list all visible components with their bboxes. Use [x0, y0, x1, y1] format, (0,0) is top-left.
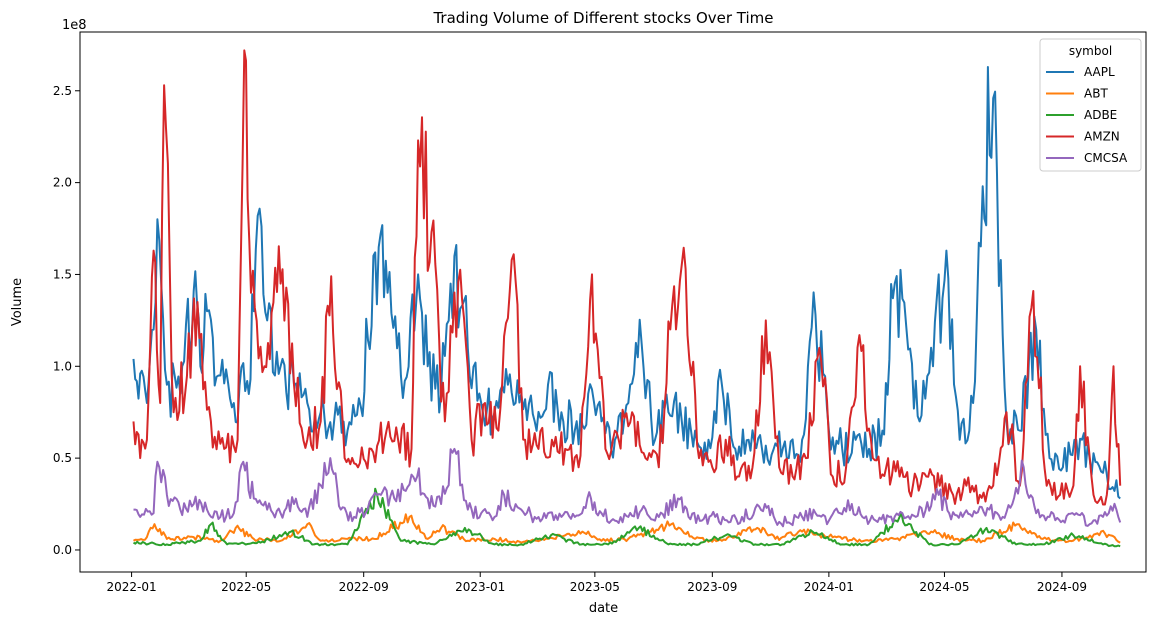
y-tick-label: 2.5 — [53, 84, 72, 98]
legend-title: symbol — [1069, 44, 1112, 58]
series-line-cmcsa — [133, 447, 1122, 528]
series-line-amzn — [132, 49, 1122, 506]
x-tick-label: 2023-05 — [570, 580, 620, 594]
y-tick-label: 1.5 — [53, 267, 72, 281]
legend-label-aapl: AAPL — [1084, 65, 1115, 79]
x-tick-label: 2023-01 — [455, 580, 505, 594]
x-tick-label: 2024-09 — [1037, 580, 1087, 594]
y-tick-label: 0.0 — [53, 543, 72, 557]
legend-label-cmcsa: CMCSA — [1084, 151, 1128, 165]
x-tick-label: 2022-09 — [339, 580, 389, 594]
y-tick-label: 0.5 — [53, 451, 72, 465]
legend-label-amzn: AMZN — [1084, 130, 1120, 144]
x-axis-label: date — [589, 601, 618, 616]
x-tick-label: 2022-05 — [221, 580, 271, 594]
series-line-adbe — [132, 487, 1121, 548]
x-tick-label: 2023-09 — [687, 580, 737, 594]
y-tick-label: 2.0 — [53, 176, 72, 190]
legend-label-abt: ABT — [1084, 87, 1108, 101]
y-axis-label: Volume — [10, 278, 25, 326]
axes-frame — [79, 31, 1147, 573]
chart-title: Trading Volume of Different stocks Over … — [432, 9, 773, 27]
plot-area: 2022-01 2022-05 2022-09 2023-01 2023-05 2023-… — [53, 31, 1147, 594]
x-tick-label: 2022-01 — [107, 580, 157, 594]
series-line-abt — [132, 513, 1121, 544]
legend-label-adbe: ADBE — [1084, 108, 1117, 122]
x-tick-label: 2024-01 — [804, 580, 854, 594]
y-tick-label: 1.0 — [53, 359, 72, 373]
y-axis-scale-label: 1e8 — [62, 18, 87, 33]
x-tick-label: 2024-05 — [919, 580, 969, 594]
